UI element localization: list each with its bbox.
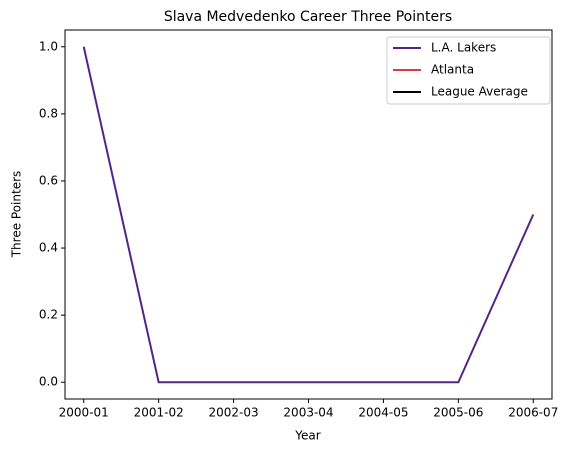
chart-title: Slava Medvedenko Career Three Pointers bbox=[164, 9, 452, 25]
legend-label: Atlanta bbox=[431, 63, 474, 77]
y-tick-label: 0.8 bbox=[39, 106, 58, 120]
x-tick-label: 2004-05 bbox=[358, 406, 408, 420]
x-tick-label: 2000-01 bbox=[59, 406, 109, 420]
x-tick-label: 2006-07 bbox=[508, 406, 558, 420]
legend-label: L.A. Lakers bbox=[431, 41, 496, 55]
x-tick-label: 2003-04 bbox=[283, 406, 333, 420]
x-tick-label: 2002-03 bbox=[209, 406, 259, 420]
series-line bbox=[82, 46, 535, 384]
y-tick-label: 0.0 bbox=[39, 375, 58, 389]
y-tick-label: 1.0 bbox=[39, 39, 58, 53]
legend-label: League Average bbox=[431, 85, 528, 99]
legend-box bbox=[386, 36, 551, 105]
plot-frame bbox=[64, 29, 553, 400]
y-tick-label: 0.2 bbox=[39, 308, 58, 322]
x-tick-label: 2005-06 bbox=[433, 406, 483, 420]
y-tick-label: 0.4 bbox=[39, 241, 58, 255]
y-axis-label: Three Pointers bbox=[10, 171, 24, 259]
y-tick-label: 0.6 bbox=[39, 173, 58, 187]
x-axis-label: Year bbox=[294, 429, 320, 443]
x-tick-label: 2001-02 bbox=[134, 406, 184, 420]
